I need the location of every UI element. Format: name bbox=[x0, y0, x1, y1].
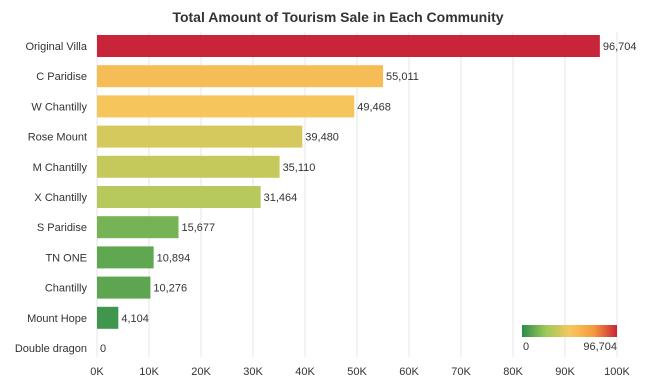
value-label: 31,464 bbox=[264, 192, 298, 204]
x-axis-ticks: 0K 10K 20K 30K 40K 50K 60K 70K 80K 90K 100K bbox=[90, 366, 630, 378]
category-label: C Paridise bbox=[36, 71, 87, 83]
category-label: Double dragon bbox=[15, 343, 87, 355]
category-label: Original Villa bbox=[25, 41, 87, 53]
value-label: 15,677 bbox=[182, 222, 216, 234]
x-tick-label: 10K bbox=[139, 366, 159, 378]
bar bbox=[97, 276, 151, 299]
bars bbox=[97, 35, 600, 329]
x-tick-label: 0K bbox=[90, 366, 104, 378]
bar bbox=[97, 125, 303, 148]
color-legend-bar bbox=[522, 325, 617, 337]
x-tick-label: 60K bbox=[399, 366, 419, 378]
bar bbox=[97, 246, 154, 269]
category-label: TN ONE bbox=[45, 252, 87, 264]
value-label: 39,480 bbox=[305, 132, 339, 144]
category-label: Chantilly bbox=[45, 283, 88, 295]
x-tick-label: 80K bbox=[503, 366, 523, 378]
category-label: X Chantilly bbox=[34, 192, 87, 204]
color-legend: 0 96,704 bbox=[522, 325, 617, 353]
category-label: W Chantilly bbox=[31, 101, 87, 113]
bar bbox=[97, 35, 600, 57]
x-tick-label: 50K bbox=[347, 366, 367, 378]
chart-title: Total Amount of Tourism Sale in Each Com… bbox=[172, 9, 503, 25]
category-label: Rose Mount bbox=[28, 132, 87, 144]
x-tick-label: 100K bbox=[604, 366, 630, 378]
bar bbox=[97, 216, 179, 239]
value-label: 55,011 bbox=[386, 71, 419, 83]
category-label: S Paridise bbox=[37, 222, 87, 234]
x-tick-label: 90K bbox=[555, 366, 575, 378]
value-label: 10,894 bbox=[157, 252, 191, 264]
bar bbox=[97, 306, 119, 329]
category-labels: Original Villa C Paridise W Chantilly Rose … bbox=[15, 41, 88, 355]
value-label: 4,104 bbox=[121, 313, 149, 325]
value-label: 10,276 bbox=[153, 283, 187, 295]
value-labels: 96,704 55,011 49,468 39,480 35,110 31,464 15,6… bbox=[100, 41, 637, 355]
category-label: M Chantilly bbox=[33, 162, 88, 174]
x-tick-label: 70K bbox=[451, 366, 471, 378]
category-label: Mount Hope bbox=[27, 313, 87, 325]
value-label: 96,704 bbox=[603, 41, 637, 53]
value-label: 49,468 bbox=[357, 101, 391, 113]
value-label: 35,110 bbox=[283, 162, 316, 174]
bar bbox=[97, 186, 261, 208]
bar bbox=[97, 155, 280, 178]
color-legend-min: 0 bbox=[523, 341, 529, 353]
x-tick-label: 30K bbox=[243, 366, 263, 378]
x-tick-label: 20K bbox=[191, 366, 211, 378]
color-legend-max: 96,704 bbox=[583, 341, 617, 353]
bar bbox=[97, 65, 384, 88]
bar bbox=[97, 95, 355, 118]
value-label: 0 bbox=[100, 343, 106, 355]
x-tick-label: 40K bbox=[295, 366, 315, 378]
